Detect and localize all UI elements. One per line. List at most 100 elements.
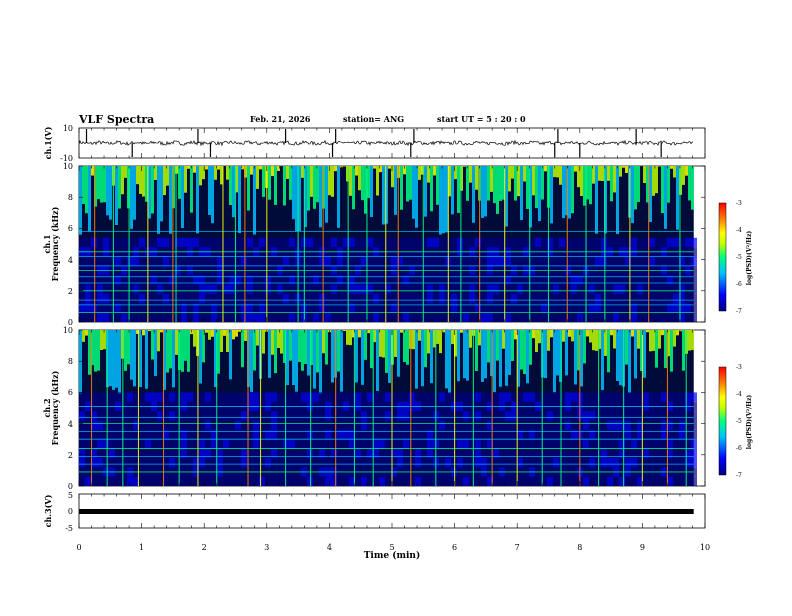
spectrogram-cell <box>499 420 505 429</box>
spectrogram-column <box>298 330 301 362</box>
spectrogram-column <box>625 330 628 365</box>
spectrogram-cell <box>433 313 439 322</box>
spectrogram-cell <box>469 392 475 401</box>
spectrogram-cell <box>637 313 643 322</box>
spectrogram-cell <box>241 411 247 420</box>
spectrogram-cell <box>133 256 139 265</box>
spectrogram-cell <box>127 477 133 486</box>
spectrogram-cell <box>313 477 319 486</box>
spectrogram-column <box>412 330 415 349</box>
spectrogram-cell <box>475 420 481 429</box>
spectrogram-cell <box>205 458 211 467</box>
spectrogram-cell <box>115 420 121 429</box>
spectrogram-column <box>643 330 646 378</box>
spectrogram-cell <box>115 238 121 247</box>
spectrogram-cell <box>439 411 445 420</box>
spectrogram-cell <box>637 256 643 265</box>
spectrogram-cell <box>79 294 85 303</box>
spectrogram-cell <box>493 256 499 265</box>
spectrogram-column <box>130 166 133 229</box>
spectrogram-cell <box>181 458 187 467</box>
spectrogram-column <box>292 330 295 385</box>
spectrogram-cell <box>499 256 505 265</box>
spectrogram-cell <box>223 420 229 429</box>
spectrogram-cell <box>313 313 319 322</box>
spectrogram-cell <box>355 439 361 448</box>
spectrogram-column <box>583 330 586 363</box>
spectrogram-column <box>286 166 289 179</box>
spectrogram-cell <box>211 477 217 486</box>
spectrogram-column <box>655 330 658 368</box>
spectrogram-cell <box>547 458 553 467</box>
spectrogram-cell <box>307 294 313 303</box>
spectrogram-column <box>274 330 277 373</box>
spectrogram-cell <box>565 411 571 420</box>
spectrogram-cell <box>121 458 127 467</box>
spectrogram-cell <box>457 256 463 265</box>
spectrogram-column <box>520 330 523 370</box>
spectrogram-cell <box>595 411 601 420</box>
spectrogram-cell <box>103 238 109 247</box>
spectrogram-column <box>643 166 646 183</box>
spectrogram-cell <box>499 477 505 486</box>
spectrogram-column <box>610 166 613 201</box>
spectrogram-cell <box>151 294 157 303</box>
spectrogram-cell <box>127 458 133 467</box>
ch1-spectrogram-panel: 0 2 4 6 8 10 ch.1 Frequency (kHz) -3 -4 … <box>42 162 753 327</box>
spectrogram-cell <box>169 285 175 294</box>
spectrogram-cell <box>463 458 469 467</box>
spectrogram-column <box>688 330 691 351</box>
spectrogram-cell <box>643 458 649 467</box>
spectrogram-cell <box>565 439 571 448</box>
spectrogram-cell <box>685 238 691 247</box>
ch2-cb-tick-3: -3 <box>736 364 742 371</box>
spectrogram-cell <box>271 285 277 294</box>
spectrogram-cell <box>457 392 463 401</box>
spectrogram-column <box>691 330 694 350</box>
spectrogram-cell <box>481 411 487 420</box>
spectrogram-cell <box>217 285 223 294</box>
spectrogram-cell <box>157 477 163 486</box>
spectrogram-column <box>316 330 319 372</box>
spectrogram-cell <box>673 420 679 429</box>
spectrogram-cell <box>649 238 655 247</box>
spectrogram-cell <box>115 285 121 294</box>
spectrogram-column <box>181 330 184 372</box>
spectrogram-column <box>445 330 448 388</box>
spectrogram-column <box>472 166 475 223</box>
spectrogram-column <box>325 330 328 365</box>
spectrogram-cell <box>121 256 127 265</box>
spectrogram-column <box>436 330 439 344</box>
spectrogram-cell <box>457 411 463 420</box>
spectrogram-cell <box>289 458 295 467</box>
spectrogram-column <box>415 330 418 389</box>
spectrogram-cell <box>163 238 169 247</box>
spectrogram-cell <box>469 439 475 448</box>
spectrogram-cell <box>553 238 559 247</box>
spectrogram-cell <box>565 294 571 303</box>
spectrogram-cell <box>553 285 559 294</box>
spectrogram-cell <box>145 439 151 448</box>
spectrogram-cell <box>271 294 277 303</box>
spectrogram-cell <box>433 238 439 247</box>
spectrogram-cell <box>133 238 139 247</box>
spectrogram-cell <box>691 238 697 247</box>
spectrogram-cell <box>541 256 547 265</box>
spectrogram-cell <box>547 238 553 247</box>
spectrogram-cell <box>205 392 211 401</box>
spectrogram-cell <box>169 392 175 401</box>
spectrogram-cell <box>367 256 373 265</box>
spectrogram-cell <box>571 420 577 429</box>
spectrogram-cell <box>85 238 91 247</box>
spectrogram-cell <box>547 285 553 294</box>
spectrogram-column <box>622 166 625 168</box>
spectrogram-column <box>235 330 238 337</box>
spectrogram-column <box>217 330 220 374</box>
spectrogram-cell <box>403 313 409 322</box>
spectrogram-cell <box>607 420 613 429</box>
spectrogram-cell <box>187 411 193 420</box>
spectrogram-cell <box>97 477 103 486</box>
spectrogram-column <box>277 330 280 348</box>
spectrogram-cell <box>607 285 613 294</box>
